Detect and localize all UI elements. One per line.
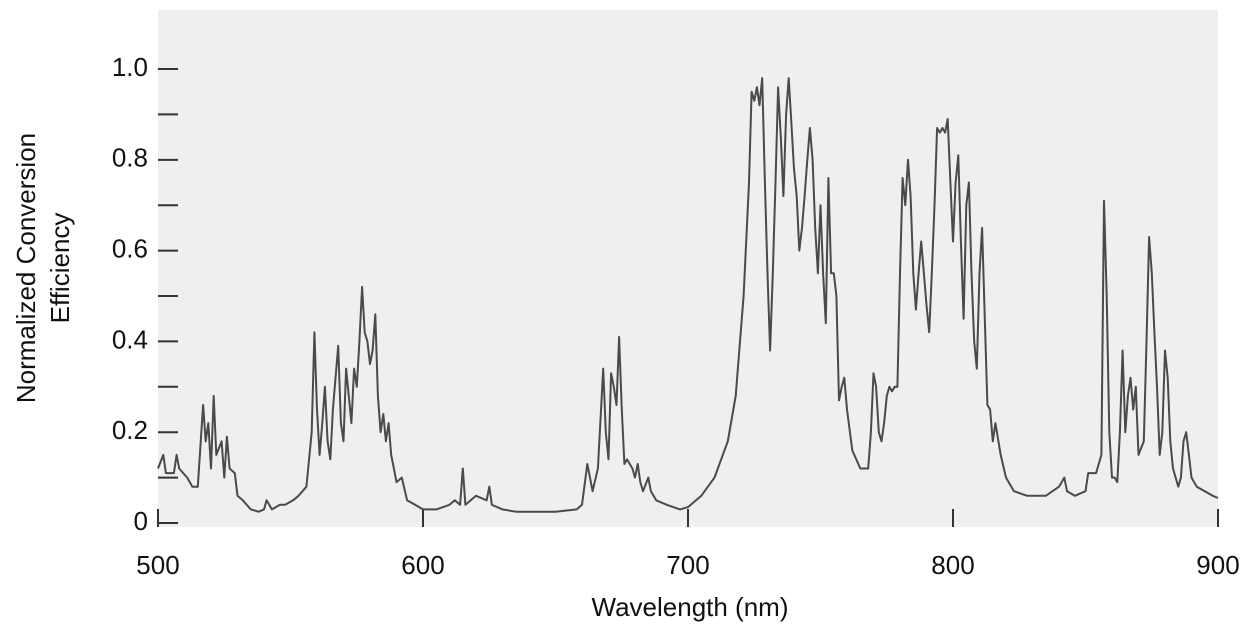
y-tick-label: 1.0 (112, 52, 148, 82)
x-tick-label: 600 (401, 550, 444, 580)
plot-area (158, 10, 1218, 527)
x-axis-label: Wavelength (nm) (592, 592, 789, 622)
x-tick-label: 800 (931, 550, 974, 580)
x-tick-label: 500 (136, 550, 179, 580)
y-tick-label: 0.4 (112, 324, 148, 354)
x-tick-label: 900 (1196, 550, 1239, 580)
y-axis-label: Efficiency (45, 213, 75, 324)
y-axis-label: Normalized Conversion (11, 133, 41, 403)
x-tick-label: 700 (666, 550, 709, 580)
y-tick-label: 0.6 (112, 233, 148, 263)
data-line (157, 77, 1219, 513)
y-tick-label: 0.2 (112, 415, 148, 445)
y-tick-label: 0.8 (112, 143, 148, 173)
y-tick-label: 0 (134, 506, 148, 536)
